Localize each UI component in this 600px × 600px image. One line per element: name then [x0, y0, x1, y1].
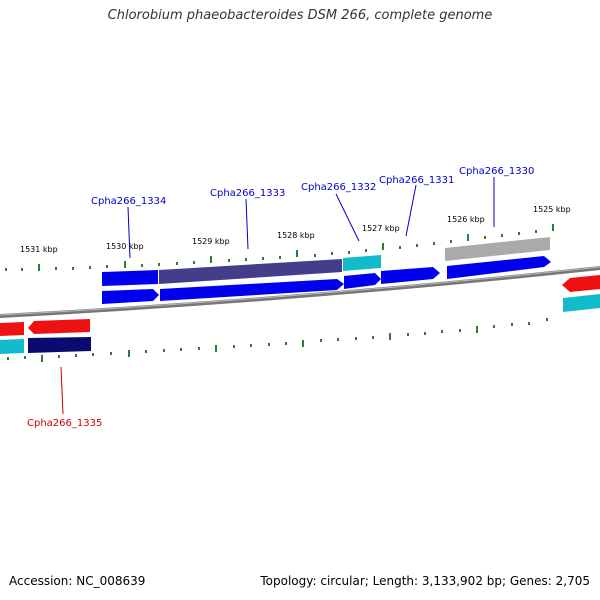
- map-title: Chlorobium phaeobacteroides DSM 266, com…: [107, 8, 493, 23]
- gene-label-1332[interactable]: Cpha266_1332: [301, 182, 376, 193]
- gene-arrow-1332[interactable]: [344, 273, 381, 289]
- scale-label-1525: 1525 kbp: [533, 205, 571, 214]
- outer-tick-scale: [5, 224, 554, 271]
- upper-feature-track: [102, 237, 600, 312]
- forward-strand-track: [102, 256, 551, 304]
- callout-line-1332: [335, 193, 360, 242]
- gene-label-1334[interactable]: Cpha266_1334: [91, 196, 166, 207]
- genome-backbone-highlight: [0, 266, 600, 316]
- callout-line-1331: [405, 184, 417, 237]
- gene-arrow-1331[interactable]: [381, 267, 440, 284]
- gene-arrow-right-partial[interactable]: [562, 275, 600, 292]
- topology-text: Topology: circular; Length: 3,133,902 bp…: [260, 574, 590, 588]
- accession-text: Accession: NC_008639: [9, 574, 146, 588]
- gene-label-1333[interactable]: Cpha266_1333: [210, 188, 285, 199]
- gene-feature-left-cog[interactable]: [0, 339, 24, 354]
- callout-line-1334: [127, 206, 131, 259]
- scale-label-1530: 1530 kbp: [106, 242, 144, 251]
- gene-label-1330[interactable]: Cpha266_1330: [459, 166, 534, 177]
- scale-label-1528: 1528 kbp: [277, 231, 315, 240]
- gene-arrow-1333[interactable]: [160, 279, 344, 301]
- scale-label-1527: 1527 kbp: [362, 224, 400, 233]
- callout-line-1333: [245, 198, 249, 250]
- gene-label-1331[interactable]: Cpha266_1331: [379, 175, 454, 186]
- scale-label-1526: 1526 kbp: [447, 215, 485, 224]
- scale-label-1531: 1531 kbp: [20, 245, 58, 254]
- inner-tick-scale: [7, 318, 548, 362]
- scale-label-1529: 1529 kbp: [192, 237, 230, 246]
- gene-feature-1332-cog[interactable]: [343, 255, 381, 271]
- gene-feature-1333-cog[interactable]: [159, 259, 342, 284]
- gene-arrow-1330[interactable]: [447, 256, 551, 279]
- gene-feature-1335-cog[interactable]: [28, 337, 91, 353]
- genome-backbone: [0, 266, 600, 318]
- gene-label-1335[interactable]: Cpha266_1335: [27, 418, 102, 429]
- gene-feature-right-cog[interactable]: [563, 294, 600, 312]
- gene-arrow-left-partial[interactable]: [0, 322, 24, 336]
- reverse-strand-track: [0, 275, 600, 354]
- gene-arrow-1335[interactable]: [28, 319, 90, 334]
- callout-line-1335: [60, 366, 64, 415]
- gene-feature-1330-cog[interactable]: [445, 237, 550, 261]
- gene-arrow-1334[interactable]: [102, 289, 159, 304]
- gene-feature-1334-cog[interactable]: [102, 270, 158, 286]
